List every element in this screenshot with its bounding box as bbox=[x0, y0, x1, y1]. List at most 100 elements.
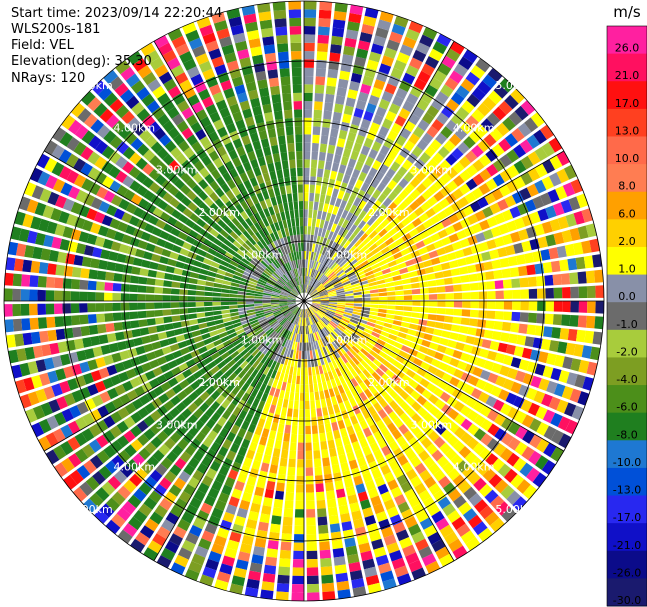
ray-gate bbox=[290, 290, 298, 297]
ray-gate bbox=[493, 269, 503, 279]
ray-gate bbox=[343, 313, 352, 319]
ray-gate bbox=[373, 430, 384, 442]
ray-gate bbox=[310, 251, 314, 261]
ray-gate bbox=[536, 422, 549, 436]
ray-gate bbox=[359, 419, 369, 430]
ray-gate bbox=[222, 317, 232, 323]
ray-gate bbox=[393, 384, 404, 395]
ray-gate bbox=[305, 459, 313, 468]
ray-gate bbox=[4, 304, 13, 317]
ray-gate bbox=[284, 390, 290, 400]
ray-gate bbox=[395, 355, 405, 364]
ray-gate bbox=[394, 406, 405, 417]
ray-gate bbox=[39, 188, 52, 203]
ray-gate bbox=[289, 391, 295, 401]
ray-gate bbox=[113, 470, 128, 484]
ray-gate bbox=[113, 322, 123, 331]
ray-gate bbox=[516, 479, 531, 494]
ray-gate bbox=[353, 294, 363, 298]
ray-gate bbox=[293, 550, 304, 560]
ray-gate bbox=[267, 128, 277, 138]
ray-gate bbox=[164, 540, 180, 554]
ray-gate bbox=[404, 516, 418, 529]
ray-gate bbox=[403, 140, 415, 152]
ray-gate bbox=[330, 44, 342, 54]
ray-gate bbox=[251, 321, 260, 328]
ray-gate bbox=[512, 289, 521, 299]
ray-gate bbox=[108, 76, 124, 91]
ray-gate bbox=[232, 138, 243, 149]
ray-gate bbox=[251, 234, 260, 243]
ray-gate bbox=[334, 358, 342, 368]
ray-gate bbox=[456, 229, 467, 240]
ray-gate bbox=[89, 455, 104, 469]
ray-gate bbox=[166, 106, 180, 119]
ray-gate bbox=[538, 351, 549, 364]
ray-gate bbox=[192, 45, 206, 58]
ray-gate bbox=[297, 167, 303, 177]
ray-gate bbox=[163, 370, 175, 381]
ray-gate bbox=[368, 148, 379, 160]
ray-gate bbox=[327, 68, 339, 79]
ray-gate bbox=[439, 524, 454, 538]
ray-gate bbox=[379, 11, 394, 23]
ray-gate bbox=[378, 228, 388, 238]
ray-gate bbox=[391, 346, 401, 355]
ray-gate bbox=[306, 492, 315, 501]
ray-gate bbox=[296, 251, 300, 260]
ray-gate bbox=[92, 247, 103, 258]
ray-gate bbox=[282, 319, 289, 327]
ray-gate bbox=[213, 157, 224, 169]
ray-gate bbox=[203, 370, 214, 380]
ray-gate bbox=[393, 521, 406, 534]
ray-gate bbox=[32, 405, 46, 420]
ray-gate bbox=[225, 504, 237, 515]
ray-gate bbox=[293, 101, 302, 110]
ray-gate bbox=[162, 295, 171, 301]
ray-gate bbox=[62, 226, 74, 239]
ray-gate bbox=[388, 411, 399, 422]
ray-gate bbox=[443, 277, 453, 285]
ray-gate bbox=[574, 374, 586, 389]
ray-gate bbox=[398, 424, 409, 435]
ray-gate bbox=[508, 421, 521, 435]
ray-gate bbox=[416, 418, 428, 430]
ray-gate bbox=[315, 312, 322, 320]
ray-gate bbox=[288, 227, 293, 236]
ray-gate bbox=[314, 193, 320, 203]
ray-gate bbox=[77, 108, 92, 123]
ray-gate bbox=[151, 107, 165, 120]
ray-gate bbox=[562, 301, 571, 313]
ray-gate bbox=[474, 124, 488, 138]
ray-gate bbox=[270, 332, 278, 340]
ray-gate bbox=[148, 234, 159, 245]
ray-gate bbox=[124, 444, 137, 458]
ray-gate bbox=[267, 472, 277, 483]
ray-gate bbox=[218, 446, 229, 457]
ray-gate bbox=[273, 271, 281, 279]
ray-gate bbox=[143, 496, 158, 510]
ray-gate bbox=[382, 197, 393, 208]
ray-gate bbox=[332, 317, 341, 324]
ray-gate bbox=[367, 277, 377, 284]
ray-gate bbox=[291, 59, 302, 68]
ray-gate bbox=[494, 236, 505, 248]
ray-gate bbox=[137, 240, 148, 250]
ray-gate bbox=[307, 308, 312, 317]
ray-gate bbox=[240, 200, 249, 211]
ray-gate bbox=[326, 186, 333, 197]
ray-gate bbox=[280, 76, 291, 86]
ray-gate bbox=[203, 185, 214, 196]
ray-gate bbox=[251, 245, 259, 254]
ray-gate bbox=[294, 243, 299, 252]
ray-gate bbox=[321, 246, 328, 256]
ray-gate bbox=[191, 266, 201, 273]
ray-gate bbox=[29, 303, 38, 316]
ray-gate bbox=[471, 109, 485, 123]
ray-gate bbox=[313, 280, 320, 288]
ray-gate bbox=[91, 80, 107, 95]
ray-gate bbox=[205, 385, 216, 396]
ray-gate bbox=[351, 578, 365, 589]
ray-gate bbox=[498, 223, 510, 235]
ray-gate bbox=[245, 21, 259, 32]
